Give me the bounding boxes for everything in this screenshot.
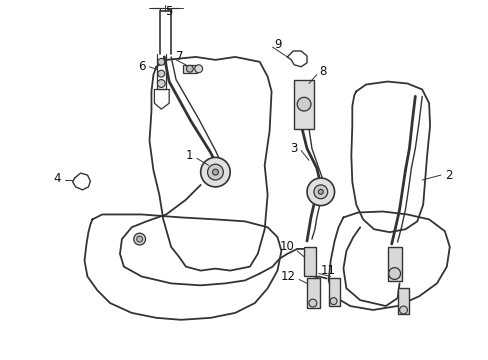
Text: 5: 5 xyxy=(165,5,173,18)
Circle shape xyxy=(137,236,142,242)
Bar xyxy=(397,288,408,314)
Circle shape xyxy=(308,299,316,307)
Bar xyxy=(304,247,315,276)
Text: 2: 2 xyxy=(444,168,451,181)
Circle shape xyxy=(158,70,164,77)
Bar xyxy=(183,65,196,73)
Circle shape xyxy=(297,97,310,111)
Bar xyxy=(387,247,401,282)
Text: 11: 11 xyxy=(320,264,335,277)
Circle shape xyxy=(313,185,327,199)
Bar xyxy=(294,80,313,129)
Circle shape xyxy=(200,157,230,187)
Circle shape xyxy=(212,169,218,175)
Text: 10: 10 xyxy=(279,240,294,253)
Circle shape xyxy=(329,298,336,305)
Circle shape xyxy=(306,178,334,206)
Text: 9: 9 xyxy=(274,38,282,51)
Circle shape xyxy=(388,267,400,279)
Text: 1: 1 xyxy=(185,149,192,162)
Circle shape xyxy=(318,189,323,194)
Text: 8: 8 xyxy=(318,65,325,78)
Text: 3: 3 xyxy=(289,142,297,155)
Circle shape xyxy=(133,233,145,245)
Text: 7: 7 xyxy=(176,50,183,63)
Text: 6: 6 xyxy=(138,60,145,73)
Bar xyxy=(306,278,319,308)
Circle shape xyxy=(399,306,407,314)
Text: 12: 12 xyxy=(280,270,295,283)
Circle shape xyxy=(157,80,165,87)
Circle shape xyxy=(194,65,202,73)
Circle shape xyxy=(207,164,223,180)
Circle shape xyxy=(158,58,164,65)
Text: 4: 4 xyxy=(53,171,61,185)
Bar xyxy=(328,278,339,306)
Circle shape xyxy=(186,65,193,72)
